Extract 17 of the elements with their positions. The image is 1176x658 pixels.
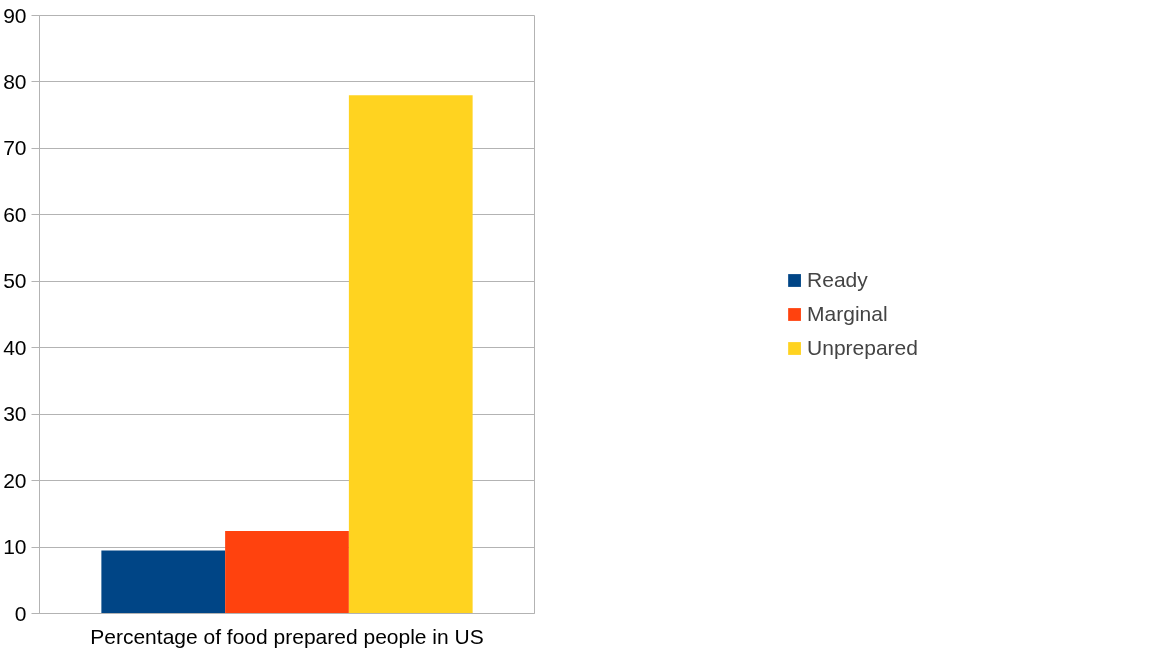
y-tick-label: 70 [3, 136, 27, 160]
legend-label: Ready [807, 268, 868, 292]
y-tick-label: 20 [3, 468, 27, 492]
y-tick-label: 10 [3, 535, 27, 559]
y-tick-label: 50 [3, 269, 27, 293]
legend-label: Unprepared [807, 336, 918, 360]
y-tick-label: 60 [3, 202, 27, 226]
y-tick-label: 0 [14, 601, 27, 625]
y-tick-label: 40 [3, 335, 27, 359]
bar [101, 550, 226, 614]
legend-label: Marginal [807, 302, 888, 326]
y-tick-label: 30 [3, 402, 27, 426]
bar [348, 95, 473, 614]
y-tick-label: 90 [3, 3, 27, 27]
bar [225, 531, 349, 614]
x-tick-label: Percentage of food prepared people in US [90, 624, 484, 648]
y-tick-label: 80 [3, 69, 27, 93]
